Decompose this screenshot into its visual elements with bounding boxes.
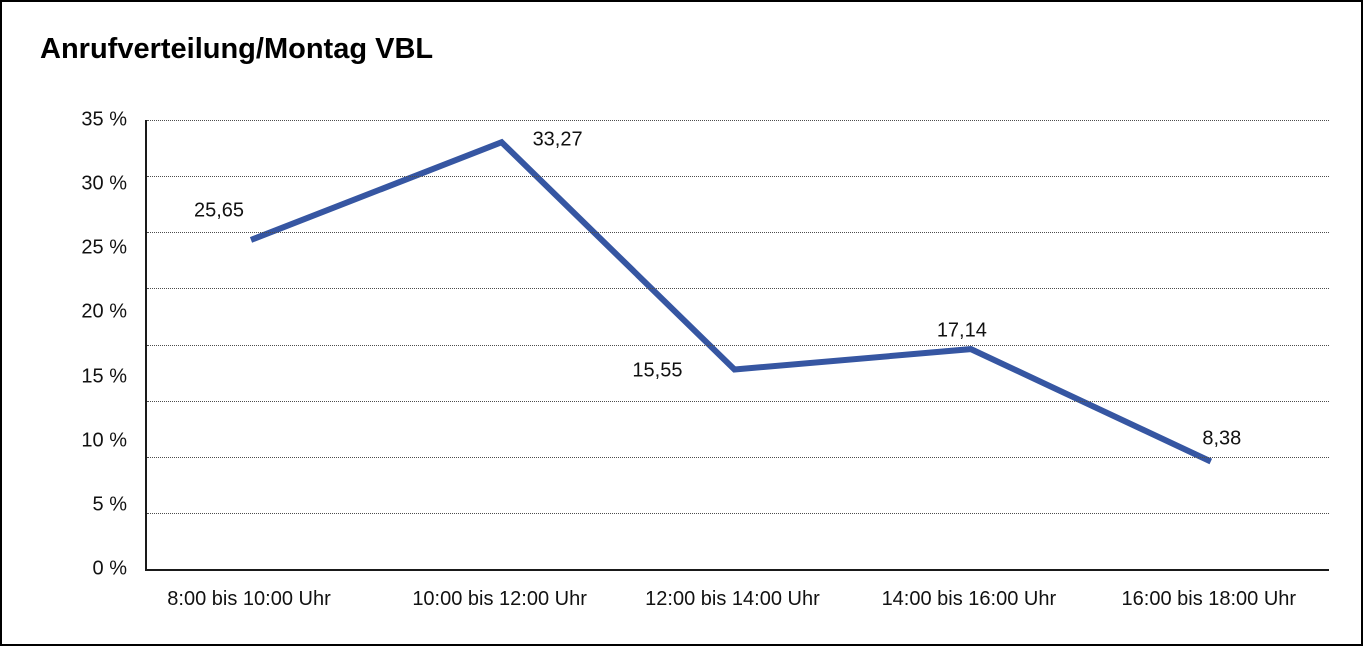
x-axis-category-label: 12:00 bis 14:00 Uhr	[645, 588, 820, 610]
gridline	[147, 232, 1329, 234]
gridline	[147, 120, 1329, 121]
data-point-label: 8,38	[1202, 427, 1242, 450]
gridline	[147, 512, 1329, 514]
gridline	[147, 456, 1329, 458]
y-axis-tick-label: 15 %	[81, 365, 127, 388]
plot-area	[145, 120, 1329, 571]
data-line	[249, 138, 1213, 465]
chart-title: Anrufverteilung/Montag VBL	[40, 33, 434, 65]
gridline	[147, 400, 1329, 402]
y-axis-tick-label: 0 %	[92, 557, 127, 580]
gridline	[147, 344, 1329, 346]
y-axis-tick-label: 20 %	[81, 300, 127, 323]
y-axis-tick-label: 25 %	[81, 236, 127, 259]
gridline	[147, 176, 1329, 178]
x-axis-category-label: 14:00 bis 16:00 Uhr	[881, 588, 1057, 610]
data-point-label: 25,65	[193, 199, 245, 222]
gridline	[147, 288, 1329, 290]
y-axis-tick-label: 10 %	[81, 429, 127, 452]
y-axis-tick-label: 35 %	[81, 108, 127, 131]
y-axis-tick-label: 30 %	[81, 172, 127, 195]
x-axis-category-label: 10:00 bis 12:00 Uhr	[412, 588, 587, 610]
line-series-canvas	[249, 138, 1213, 465]
data-point-label: 15,55	[632, 359, 683, 382]
data-point-label: 17,14	[936, 319, 987, 342]
y-axis-tick-label: 5 %	[92, 493, 127, 516]
x-axis-category-label: 16:00 bis 18:00 Uhr	[1121, 588, 1297, 610]
data-point-label: 33,27	[532, 128, 583, 151]
x-axis-category-label: 8:00 bis 10:00 Uhr	[167, 588, 331, 610]
